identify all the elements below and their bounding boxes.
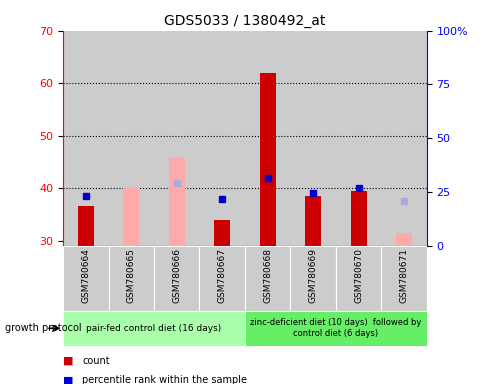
Bar — [350, 191, 366, 246]
Bar — [63, 31, 108, 246]
Text: GSM780670: GSM780670 — [353, 248, 363, 303]
Bar — [199, 246, 244, 311]
Text: GSM780666: GSM780666 — [172, 248, 181, 303]
Bar — [335, 31, 380, 246]
Text: GSM780669: GSM780669 — [308, 248, 317, 303]
Bar — [199, 31, 244, 246]
Text: growth protocol: growth protocol — [5, 323, 81, 333]
Text: zinc-deficient diet (10 days)  followed by
control diet (6 days): zinc-deficient diet (10 days) followed b… — [250, 318, 421, 338]
Bar — [77, 207, 93, 246]
Bar — [395, 233, 411, 246]
Bar — [380, 31, 426, 246]
Bar — [244, 246, 290, 311]
Text: GSM780667: GSM780667 — [217, 248, 226, 303]
Bar — [168, 157, 184, 246]
Bar — [123, 188, 139, 246]
Text: GSM780671: GSM780671 — [399, 248, 408, 303]
Bar — [259, 73, 275, 246]
Text: ■: ■ — [63, 375, 74, 384]
Text: GSM780665: GSM780665 — [126, 248, 136, 303]
Bar — [108, 31, 153, 246]
Bar — [153, 31, 199, 246]
Bar — [244, 31, 290, 246]
Bar — [153, 246, 199, 311]
Bar — [63, 246, 108, 311]
Title: GDS5033 / 1380492_at: GDS5033 / 1380492_at — [164, 14, 325, 28]
Text: pair-fed control diet (16 days): pair-fed control diet (16 days) — [86, 324, 221, 333]
Text: GSM780668: GSM780668 — [263, 248, 272, 303]
Text: ■: ■ — [63, 356, 74, 366]
Bar — [63, 311, 244, 346]
Text: percentile rank within the sample: percentile rank within the sample — [82, 375, 247, 384]
Bar — [214, 220, 230, 246]
Bar — [290, 246, 335, 311]
Bar — [304, 196, 320, 246]
Text: GSM780664: GSM780664 — [81, 248, 90, 303]
Bar — [335, 246, 380, 311]
Bar — [380, 246, 426, 311]
Bar — [244, 311, 426, 346]
Text: count: count — [82, 356, 110, 366]
Bar — [108, 246, 153, 311]
Bar — [290, 31, 335, 246]
